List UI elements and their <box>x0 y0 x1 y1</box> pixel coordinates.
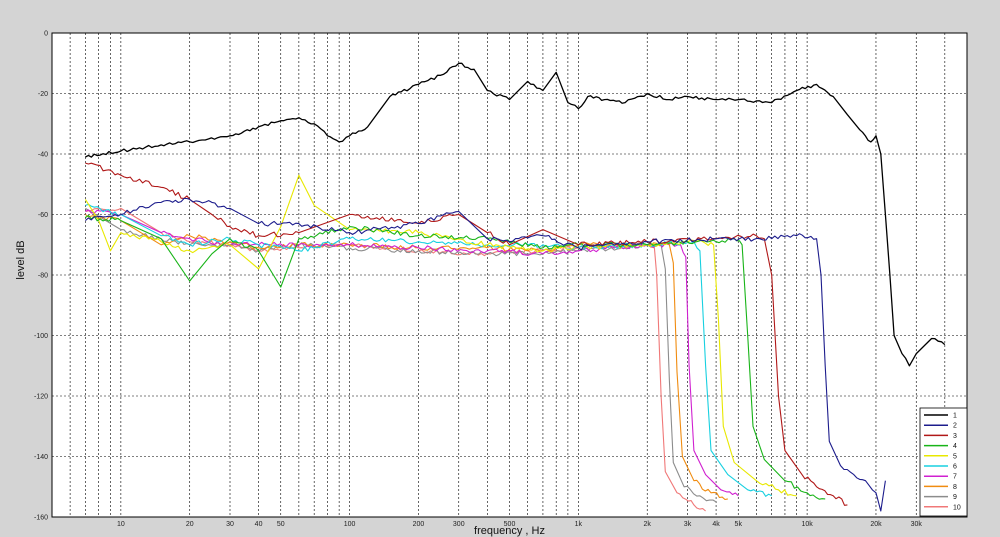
series-line-1 <box>85 62 946 367</box>
x-axis-label: frequency , Hz <box>474 525 545 537</box>
x-tick-label: 4k <box>712 521 720 528</box>
y-tick-label: -140 <box>34 454 48 461</box>
tick-labels: 0 -20 -40 -60 -80 -100 -120 -140 -160 10 20 30 40 50 1… <box>34 31 922 529</box>
x-tick-label: 500 <box>504 521 516 528</box>
y-tick-label: -60 <box>38 212 48 219</box>
legend-label-10: 10 <box>953 504 961 511</box>
x-tick-label: 10k <box>801 521 813 528</box>
x-tick-label: 20 <box>186 521 194 528</box>
x-tick-label: 20k <box>870 521 882 528</box>
x-tick-label: 300 <box>453 521 465 528</box>
series-line-10 <box>85 207 706 512</box>
y-tick-label: -80 <box>38 273 48 280</box>
series-line-9 <box>85 207 717 503</box>
series-lines <box>84 62 946 512</box>
x-tick-label: 10 <box>117 521 125 528</box>
y-tick-label: -160 <box>34 515 48 522</box>
x-tick-label: 30k <box>911 521 923 528</box>
series-line-3 <box>85 162 848 506</box>
legend-box <box>919 407 968 517</box>
y-tick-label: -100 <box>34 333 48 340</box>
legend-label-3: 3 <box>953 433 957 440</box>
legend: 1 2 3 4 5 6 7 8 9 10 <box>919 407 968 517</box>
x-tick-label: 3k <box>684 521 692 528</box>
x-tick-label: 5k <box>735 521 743 528</box>
legend-label-2: 2 <box>953 423 957 430</box>
x-tick-label: 40 <box>255 521 263 528</box>
x-tick-label: 30 <box>226 521 234 528</box>
x-tick-label: 1k <box>575 521 583 528</box>
legend-label-1: 1 <box>953 413 957 420</box>
legend-label-7: 7 <box>953 474 957 481</box>
x-tick-label: 100 <box>344 521 356 528</box>
series-line-5 <box>84 174 797 497</box>
legend-label-8: 8 <box>953 484 957 491</box>
legend-label-9: 9 <box>953 494 957 501</box>
x-tick-label: 2k <box>644 521 652 528</box>
y-axis-label: level dB <box>15 240 27 279</box>
series-line-2 <box>85 197 886 512</box>
legend-label-5: 5 <box>953 453 957 460</box>
y-tick-label: -20 <box>38 91 48 98</box>
grid-lines <box>52 33 967 517</box>
y-tick-label: 0 <box>44 31 48 38</box>
legend-label-4: 4 <box>953 443 957 450</box>
y-tick-label: -40 <box>38 152 48 159</box>
legend-label-6: 6 <box>953 464 957 471</box>
x-tick-label: 200 <box>413 521 425 528</box>
x-tick-label: 50 <box>277 521 285 528</box>
y-tick-label: -120 <box>34 394 48 401</box>
